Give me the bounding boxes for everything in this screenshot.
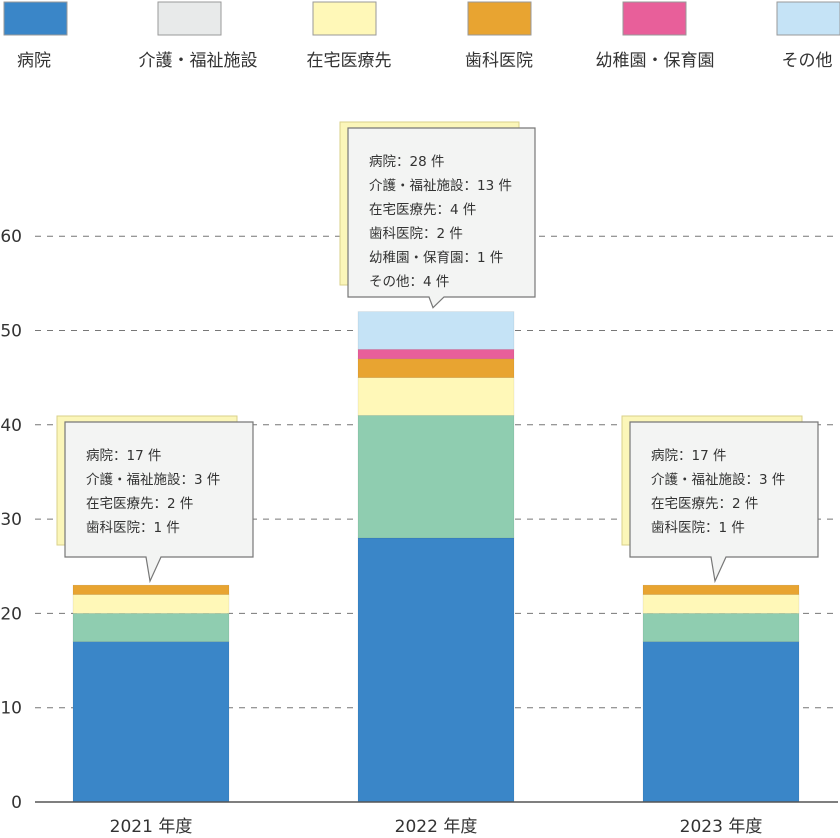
bar-segment[interactable] [357,358,515,378]
y-tick-label: 0 [11,793,22,813]
bar-segment[interactable] [357,415,515,539]
tooltip-line: 病院：28 件 [369,154,444,170]
bar-segment[interactable] [642,613,800,642]
x-tick-label: 2023 年度 [680,817,763,837]
legend: 病院 介護・福祉施設 在宅医療先 歯科医院 幼稚園・保育園 その他 [3,1,840,71]
tooltip-line: 幼稚園・保育園：1 件 [369,250,503,266]
bar-segment[interactable] [642,594,800,614]
tooltip-line: 介護・福祉施設：3 件 [651,472,785,488]
legend-label[interactable]: 病院 [17,51,51,71]
tooltip-line: その他：4 件 [369,274,449,290]
axis: 0 10 20 30 40 50 60 2021 年度 2022 年度 2023 年度 [0,227,838,837]
bar-segment[interactable] [357,349,515,360]
bar-segment[interactable] [72,641,230,803]
legend-swatch[interactable] [312,1,377,36]
x-tick-label: 2021 年度 [110,817,193,837]
legend-swatch[interactable] [776,1,840,36]
bar-segment[interactable] [72,584,230,595]
y-tick-label: 60 [0,227,22,247]
bar-segment[interactable] [357,377,515,416]
tooltip-line: 在宅医療先：4 件 [369,201,476,218]
bar-segment[interactable] [357,537,515,803]
y-tick-label: 10 [0,699,22,719]
tooltip-line: 在宅医療先：2 件 [651,495,758,512]
legend-label[interactable]: その他 [782,51,833,71]
y-tick-label: 20 [0,604,22,624]
tooltip-box [64,421,254,584]
legend-label[interactable]: 幼稚園・保育園 [596,51,715,71]
legend-swatch[interactable] [622,1,687,36]
tooltip-line: 病院：17 件 [651,448,726,464]
tooltip-box [347,127,536,309]
legend-swatch[interactable] [157,1,222,36]
legend-label[interactable]: 歯科医院 [465,51,533,71]
legend-label[interactable]: 在宅医療先 [307,51,392,71]
y-tick-label: 30 [0,510,22,530]
bar-segment[interactable] [642,641,800,803]
y-tick-label: 40 [0,416,22,436]
legend-label[interactable]: 介護・福祉施設 [139,51,258,71]
tooltip-line: 介護・福祉施設：3 件 [86,472,220,488]
legend-swatch[interactable] [467,1,532,36]
tooltip-line: 在宅医療先：2 件 [86,495,193,512]
x-tick-label: 2022 年度 [395,817,478,837]
bar-segment[interactable] [72,594,230,614]
bar-segment[interactable] [357,311,515,350]
tooltip-line: 歯科医院：1 件 [651,520,745,536]
bars [72,311,800,803]
tooltip-box [629,421,819,584]
tooltip-line: 歯科医院：2 件 [369,226,463,242]
tooltip-line: 歯科医院：1 件 [86,520,180,536]
tooltip-line: 介護・福祉施設：13 件 [369,178,512,194]
legend-swatch[interactable] [3,1,68,36]
y-tick-label: 50 [0,322,22,342]
tooltip-line: 病院：17 件 [86,448,161,464]
bar-segment[interactable] [642,584,800,595]
bar-segment[interactable] [72,613,230,642]
